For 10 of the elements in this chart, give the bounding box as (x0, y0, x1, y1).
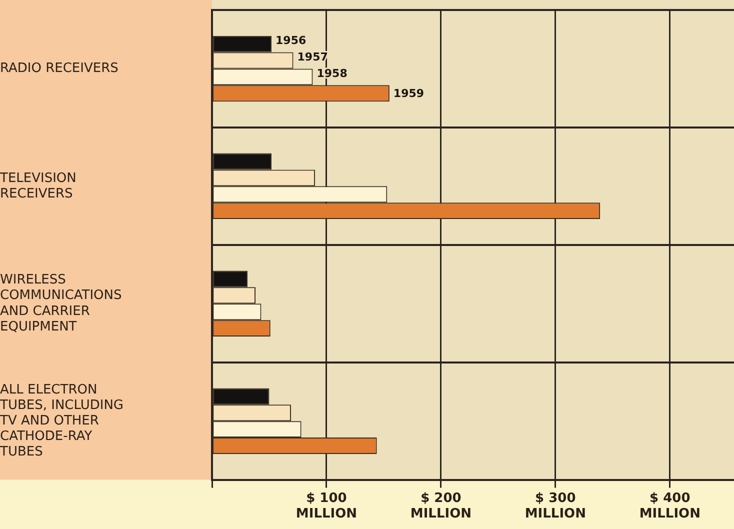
series-label: 1956 (276, 34, 306, 47)
x-tick-label: $ 400 MILLION (639, 490, 700, 522)
y-tick-label: RADIO RECEIVERS (0, 61, 118, 76)
y-tick-label: WIRELESS COMMUNICATIONS AND CARRIER EQUIPMENT (0, 272, 122, 334)
x-tick-label: $ 300 MILLION (524, 490, 586, 522)
y-tick-label: ALL ELECTRON TUBES, INCLUDING TV AND OTHER CATHODE-RAY TUBES (0, 382, 124, 460)
series-label: 1959 (393, 87, 424, 100)
y-tick-label: TELEVISION RECEIVERS (0, 170, 76, 202)
x-tick-label: $ 200 MILLION (410, 490, 472, 522)
x-tick-label: $ 100 MILLION (296, 490, 358, 522)
